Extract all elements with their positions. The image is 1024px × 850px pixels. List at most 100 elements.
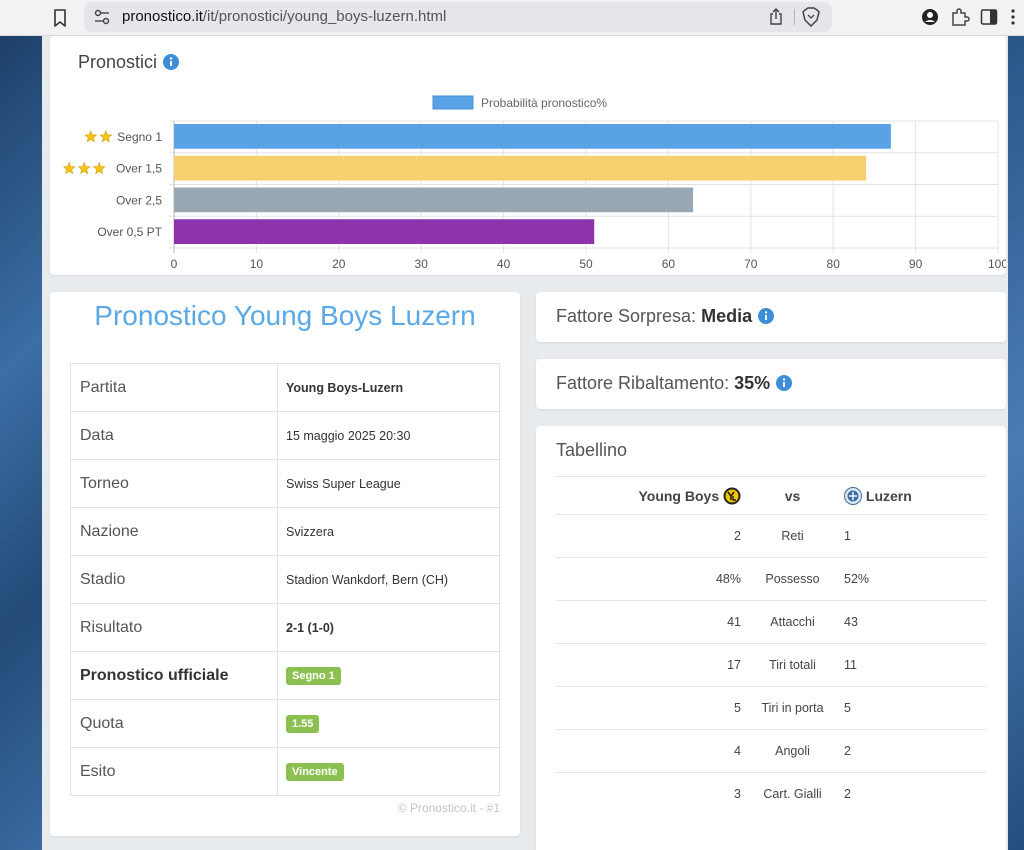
url-text[interactable]: pronostico.it/it/pronostici/young_boys-l…: [122, 8, 446, 25]
tabellino-title: Tabellino: [556, 440, 628, 460]
row-value: 15 maggio 2025 20:30: [277, 411, 500, 460]
table-row: Risultato 2-1 (1-0): [70, 603, 500, 652]
info-icon[interactable]: [776, 375, 793, 391]
table-row: Torneo Swiss Super League: [70, 459, 500, 508]
row-value: Swiss Super League: [277, 459, 500, 508]
away-stat: 43: [844, 615, 858, 629]
row-label: Pronostico ufficiale: [70, 651, 278, 700]
x-tick-label: 40: [497, 257, 511, 271]
away-team-name: Luzern: [865, 487, 912, 504]
extension-icon[interactable]: [920, 7, 940, 27]
url-host: pronostico.it: [122, 8, 203, 25]
fattore-sorpresa-card: Fattore Sorpresa: Media: [536, 292, 1006, 342]
fattore-sorpresa-value: Media: [701, 306, 753, 326]
stat-row: 5 Tiri in porta 5: [556, 686, 986, 730]
home-team-header: Young Boys: [556, 477, 743, 515]
url-path: /it/pronostici/young_boys-luzern.html: [202, 8, 447, 25]
row-label: Risultato: [70, 603, 278, 652]
category-label: Over 2,5: [116, 193, 162, 207]
share-icon[interactable]: [768, 8, 784, 26]
home-stat: 2: [734, 529, 741, 543]
quota-badge: 1.55: [286, 714, 320, 733]
table-row: Quota 1.55: [70, 699, 500, 748]
x-tick-label: 80: [827, 257, 841, 271]
table-row: Partita Young Boys-Luzern: [70, 363, 500, 412]
row-label: Nazione: [70, 507, 278, 556]
background-right: [1008, 36, 1024, 850]
home-stat: 17: [727, 658, 741, 672]
pronostici-title: Pronostici: [78, 52, 180, 73]
bar-3: [174, 187, 694, 213]
esito-badge: Vincente: [286, 762, 344, 781]
stat-name: Cart. Gialli: [763, 787, 822, 802]
row-label: Stadio: [70, 555, 278, 604]
bar-4: [174, 219, 595, 244]
vs-header: vs: [784, 487, 801, 504]
home-stat: 5: [734, 701, 741, 715]
stat-row: 4 Angoli 2: [556, 729, 986, 773]
pronostici-card: Segno 1 Over 1,5 Over 2,5 Over 0,5 PT 0 10 20 3…: [50, 36, 1006, 275]
stat-name: Possesso: [765, 572, 820, 586]
legend-swatch: [432, 95, 474, 110]
row-value: Vincente: [277, 747, 500, 796]
row-label: Partita: [70, 363, 278, 412]
stat-name: Tiri in porta: [761, 701, 824, 715]
table-row: Pronostico ufficiale Segno 1: [70, 651, 500, 700]
x-tick-label: 30: [415, 257, 429, 271]
row-label: Data: [70, 411, 278, 460]
young-boys-logo-icon: [723, 487, 741, 504]
home-stat: 3: [734, 787, 741, 802]
category-label: Segno 1: [117, 130, 162, 144]
brave-shield-icon[interactable]: [802, 7, 820, 27]
more-menu-icon[interactable]: [1008, 8, 1018, 26]
table-row: Stadio Stadion Wankdorf, Bern (CH): [70, 555, 500, 604]
bar-2: [174, 155, 867, 181]
fattore-sorpresa-label: Fattore Sorpresa:: [556, 306, 697, 326]
address-bar[interactable]: pronostico.it/it/pronostici/young_boys-l…: [84, 2, 832, 32]
table-row: Esito Vincente: [70, 747, 500, 796]
puzzle-icon[interactable]: [950, 7, 970, 27]
info-icon[interactable]: [163, 54, 180, 70]
pronostici-chart: Segno 1 Over 1,5 Over 2,5 Over 0,5 PT 0 10 20 3…: [62, 95, 1006, 271]
category-label: Over 0,5 PT: [97, 225, 162, 239]
row-label: Torneo: [70, 459, 278, 508]
row-value: 1.55: [277, 699, 500, 748]
address-bar-divider: [794, 9, 795, 25]
tabellino-header: Young Boys vs Luzern: [556, 476, 986, 515]
star-icon: [99, 130, 113, 143]
info-icon[interactable]: [758, 308, 775, 324]
fattore-ribaltamento: Fattore Ribaltamento: 35%: [556, 373, 793, 394]
page-content: Segno 1 Over 1,5 Over 2,5 Over 0,5 PT 0 10 20 3…: [42, 36, 1008, 850]
stat-row: 41 Attacchi 43: [556, 600, 986, 644]
site-settings-icon[interactable]: [94, 9, 110, 25]
table-row: Data 15 maggio 2025 20:30: [70, 411, 500, 460]
pronostico-badge: Segno 1: [286, 666, 341, 685]
x-tick-label: 70: [744, 257, 758, 271]
pronostico-details-card: Pronostico Young Boys Luzern Partita Youn…: [50, 292, 520, 836]
fattore-ribaltamento-label: Fattore Ribaltamento:: [556, 373, 730, 393]
home-stat: 41: [727, 615, 741, 629]
row-value: 2-1 (1-0): [277, 603, 500, 652]
copyright-note: © Pronostico.it - #1: [397, 801, 500, 815]
x-tick-label: 60: [662, 257, 676, 271]
x-tick-label: 20: [332, 257, 346, 271]
fattore-ribaltamento-value: 35%: [734, 373, 771, 393]
sidebar-toggle-icon[interactable]: [980, 8, 998, 26]
tabellino-card: Tabellino Young Boys vs Luzern 2 Reti 1 48…: [536, 426, 1006, 850]
bar-1: [174, 124, 891, 149]
away-stat: 2: [844, 787, 851, 802]
home-stat: 48%: [715, 572, 741, 586]
away-stat: 11: [844, 658, 857, 672]
stat-row: 48% Possesso 52%: [556, 557, 986, 601]
row-value: Stadion Wankdorf, Bern (CH): [277, 555, 500, 604]
home-team-name: Young Boys: [638, 487, 720, 504]
home-stat: 4: [734, 744, 741, 758]
stat-name: Tiri totali: [769, 658, 816, 672]
browser-toolbar: pronostico.it/it/pronostici/young_boys-l…: [0, 0, 1024, 36]
details-table: Partita Young Boys-Luzern Data 15 maggio 2…: [70, 363, 500, 796]
fattore-ribaltamento-card: Fattore Ribaltamento: 35%: [536, 359, 1006, 409]
bookmark-icon[interactable]: [52, 8, 68, 28]
stat-row: 3 Cart. Gialli 2: [556, 772, 986, 816]
star-icon: [77, 161, 91, 175]
away-stat: 52%: [844, 572, 870, 586]
